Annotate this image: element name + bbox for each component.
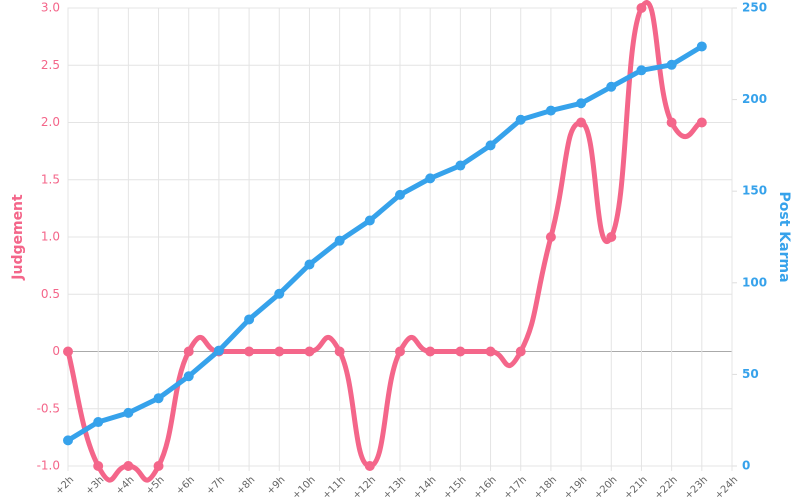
x-tick-label: +18h xyxy=(532,474,559,500)
point xyxy=(576,98,587,109)
point xyxy=(93,461,104,471)
point xyxy=(455,346,466,357)
point xyxy=(485,346,496,357)
point xyxy=(244,314,255,325)
point xyxy=(545,232,556,242)
point xyxy=(606,232,617,242)
point xyxy=(334,235,345,246)
point xyxy=(334,346,345,357)
x-tick-label: +2h xyxy=(54,474,77,497)
point xyxy=(696,41,707,52)
x-tick-label: +9h xyxy=(265,474,288,497)
y2-tick-label: 250 xyxy=(742,1,767,15)
point xyxy=(183,346,194,357)
series-line xyxy=(66,44,704,443)
point xyxy=(153,461,164,471)
point xyxy=(696,117,707,128)
point xyxy=(606,81,617,92)
point xyxy=(515,114,526,125)
point xyxy=(455,160,466,171)
y2-tick-label: 100 xyxy=(742,275,767,289)
y-tick-label: -0.5 xyxy=(37,401,60,415)
point xyxy=(304,346,315,357)
point xyxy=(304,259,315,270)
point xyxy=(545,105,556,116)
x-tick-label: +17h xyxy=(502,474,529,500)
x-tick-label: +20h xyxy=(592,474,619,500)
point xyxy=(425,346,436,357)
point xyxy=(636,65,647,76)
point xyxy=(244,346,255,357)
point xyxy=(485,140,496,151)
plot-border xyxy=(67,7,733,467)
y-tick-label: 0.5 xyxy=(41,287,60,301)
point xyxy=(63,435,73,446)
x-tick-label: +24h xyxy=(713,474,740,500)
point xyxy=(63,346,73,357)
x-tick-label: +16h xyxy=(472,474,499,500)
point xyxy=(395,189,405,200)
x-tick-label: +11h xyxy=(321,474,348,500)
x-tick-label: +22h xyxy=(653,474,680,500)
y-tick-label: 1.0 xyxy=(41,230,60,244)
x-tick-label: +7h xyxy=(204,474,227,497)
x-tick-label: +8h xyxy=(235,474,258,497)
point xyxy=(576,117,587,128)
point xyxy=(93,417,104,428)
y-tick-label: 2.5 xyxy=(41,58,60,72)
y-axis-label: Judgement xyxy=(10,194,26,281)
x-tick-label: +13h xyxy=(381,474,408,500)
x-tick-label: +23h xyxy=(683,474,710,500)
y2-tick-label: 50 xyxy=(742,367,759,381)
y-tick-label: 1.5 xyxy=(41,172,60,186)
point xyxy=(364,461,375,471)
y2-tick-label: 0 xyxy=(742,459,750,473)
y2-tick-label: 150 xyxy=(742,184,767,198)
y2-axis-label: Post Karma xyxy=(776,191,792,282)
point xyxy=(425,173,436,184)
point xyxy=(213,345,224,356)
point xyxy=(123,407,134,418)
y-tick-label: 3.0 xyxy=(41,1,60,15)
point xyxy=(364,215,375,226)
x-tick-label: +19h xyxy=(562,474,589,500)
y2-tick-label: 200 xyxy=(742,92,767,106)
point xyxy=(183,371,194,382)
x-tick-label: +6h xyxy=(174,474,197,497)
point xyxy=(666,117,677,128)
point xyxy=(395,346,405,357)
point xyxy=(666,59,677,70)
point xyxy=(274,288,285,299)
point xyxy=(274,346,285,357)
point xyxy=(123,461,134,471)
y-tick-label: -1.0 xyxy=(37,459,60,473)
point xyxy=(515,346,526,357)
x-tick-label: +4h xyxy=(114,474,137,497)
x-tick-label: +10h xyxy=(291,474,318,500)
y-tick-label: 2.0 xyxy=(41,115,60,129)
point xyxy=(636,3,647,13)
x-tick-label: +14h xyxy=(411,474,438,500)
x-tick-label: +15h xyxy=(441,474,468,500)
y-tick-label: 0 xyxy=(52,344,60,358)
x-tick-label: +12h xyxy=(351,474,378,500)
point xyxy=(153,393,164,404)
x-tick-label: +21h xyxy=(623,474,650,500)
